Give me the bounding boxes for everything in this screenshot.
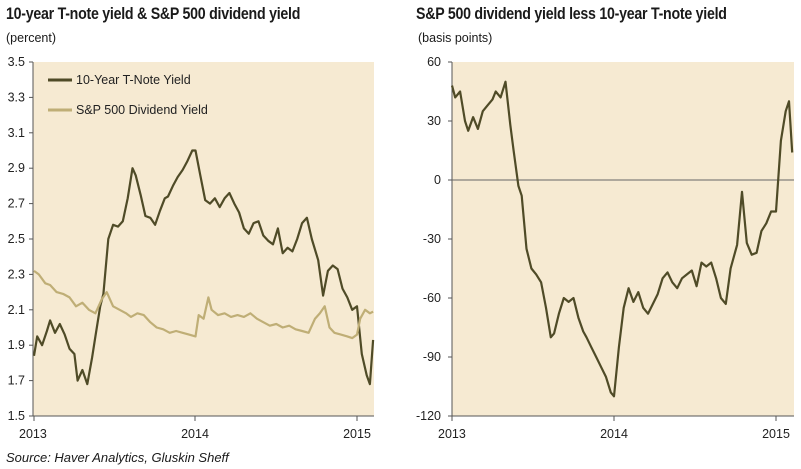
plot-background <box>33 62 374 416</box>
left-plot: 1.5 1.7 1.9 2.1 2.3 2.5 2.7 2.9 3.1 3.3 3.5 2013 201… <box>8 55 375 441</box>
y-tick-label: 0 <box>434 173 441 187</box>
y-tick-label: 3.3 <box>8 90 25 104</box>
y-tick-label: 2.3 <box>8 267 25 281</box>
y-tick-label: -120 <box>416 409 441 423</box>
x-tick-label: 2015 <box>762 427 790 441</box>
right-chart-unit: (basis points) <box>418 31 493 45</box>
y-tick-label: 1.5 <box>8 409 25 423</box>
right-plot: -120 -90 -60 -30 0 30 60 2013 2014 2015 <box>416 55 794 441</box>
y-tick-label: -30 <box>423 232 441 246</box>
y-tick-label: 3.1 <box>8 126 25 140</box>
left-chart-title: 10-year T-note yield & S&P 500 dividend … <box>6 5 301 23</box>
y-tick-label: 3.5 <box>8 55 25 69</box>
y-tick-label: 1.9 <box>8 338 25 352</box>
legend-label: 10-Year T-Note Yield <box>76 73 191 87</box>
series-line-s-p-500-dividend-yield <box>33 270 374 340</box>
y-tick-label: 2.9 <box>8 161 25 175</box>
source-note: Source: Haver Analytics, Gluskin Sheff <box>6 450 229 465</box>
plot-background <box>452 62 794 416</box>
x-tick-label: 2013 <box>19 427 47 441</box>
series-line-spread <box>450 80 794 398</box>
x-tick-label: 2015 <box>343 427 371 441</box>
y-tick-label: 2.7 <box>8 197 25 211</box>
y-tick-label: 2.1 <box>8 303 25 317</box>
y-tick-label: 1.7 <box>8 374 25 388</box>
y-tick-label: 2.5 <box>8 232 25 246</box>
y-tick-label: -60 <box>423 291 441 305</box>
legend-label: S&P 500 Dividend Yield <box>76 103 208 117</box>
series-line-10-year-t-note-yield <box>32 149 375 386</box>
x-tick-label: 2014 <box>600 427 628 441</box>
x-tick-label: 2013 <box>438 427 466 441</box>
y-tick-label: -90 <box>423 350 441 364</box>
right-chart-title: S&P 500 dividend yield less 10-year T-no… <box>416 5 727 23</box>
y-tick-label: 60 <box>427 55 441 69</box>
y-tick-label: 30 <box>427 114 441 128</box>
left-chart-unit: (percent) <box>6 31 57 45</box>
x-tick-label: 2014 <box>181 427 209 441</box>
